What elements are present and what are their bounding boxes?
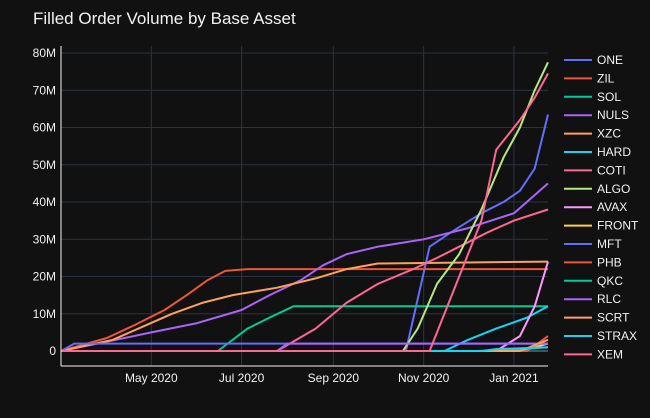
legend-item-one[interactable]: ONE (564, 53, 623, 67)
legend-label: QKC (597, 274, 623, 288)
chart-title: Filled Order Volume by Base Asset (33, 9, 296, 28)
series-line-nuls (60, 182, 549, 352)
x-tick-label: Jul 2020 (219, 371, 265, 385)
legend-item-qkc[interactable]: QKC (564, 274, 623, 288)
axes: 0 10M 20M 30M 40M 50M 60M 70M 80M May 2020 Jul 202… (33, 46, 548, 385)
x-tick-label: Jan 2021 (489, 371, 539, 385)
y-tick-label: 70M (33, 83, 56, 97)
legend-item-mft[interactable]: MFT (564, 237, 622, 251)
legend-item-rlc[interactable]: RLC (564, 292, 621, 306)
x-tick-label: Sep 2020 (308, 371, 360, 385)
series-line-coti (61, 208, 549, 352)
legend-label: XZC (597, 127, 621, 141)
series-line-zil (60, 268, 548, 352)
legend-item-zil[interactable]: ZIL (564, 71, 615, 85)
legend-label: ALGO (597, 182, 630, 196)
y-tick-label: 80M (33, 46, 56, 60)
series-lines (60, 61, 549, 352)
legend-item-front[interactable]: FRONT (564, 219, 639, 233)
series-line-one (61, 114, 549, 352)
legend-label: ONE (597, 53, 623, 67)
legend-item-xem[interactable]: XEM (564, 347, 623, 361)
legend-item-coti[interactable]: COTI (564, 163, 626, 177)
legend-item-strax[interactable]: STRAX (564, 329, 637, 343)
legend-item-sol[interactable]: SOL (564, 90, 621, 104)
legend-item-scrt[interactable]: SCRT (564, 311, 630, 325)
legend-item-nuls[interactable]: NULS (564, 108, 629, 122)
legend-label: STRAX (597, 329, 637, 343)
legend-label: FRONT (597, 219, 639, 233)
legend[interactable]: ONE ZIL SOL NULS XZC HARD COTI ALGO AVAX FRONT MFT… (564, 53, 639, 361)
legend-label: PHB (597, 255, 622, 269)
y-tick-label: 40M (33, 195, 56, 209)
y-tick-label: 20M (33, 270, 56, 284)
legend-label: HARD (597, 145, 631, 159)
y-tick-label: 30M (33, 232, 56, 246)
legend-label: RLC (597, 292, 621, 306)
legend-label: ZIL (597, 71, 615, 85)
legend-label: NULS (597, 108, 629, 122)
legend-label: MFT (597, 237, 622, 251)
legend-label: XEM (597, 347, 623, 361)
legend-item-avax[interactable]: AVAX (564, 200, 627, 214)
legend-item-phb[interactable]: PHB (564, 255, 622, 269)
legend-label: SOL (597, 90, 621, 104)
series-line-xem (61, 73, 549, 352)
series-line-xzc (60, 260, 549, 352)
y-tick-label: 60M (33, 121, 56, 135)
legend-label: COTI (597, 163, 626, 177)
legend-item-xzc[interactable]: XZC (564, 127, 621, 141)
legend-label: SCRT (597, 311, 630, 325)
legend-item-algo[interactable]: ALGO (564, 182, 630, 196)
y-tick-label: 10M (33, 307, 56, 321)
legend-label: AVAX (597, 200, 627, 214)
y-tick-label: 0 (49, 344, 56, 358)
x-tick-label: Nov 2020 (398, 371, 450, 385)
legend-item-hard[interactable]: HARD (564, 145, 631, 159)
y-tick-label: 50M (33, 158, 56, 172)
x-tick-label: May 2020 (125, 371, 178, 385)
